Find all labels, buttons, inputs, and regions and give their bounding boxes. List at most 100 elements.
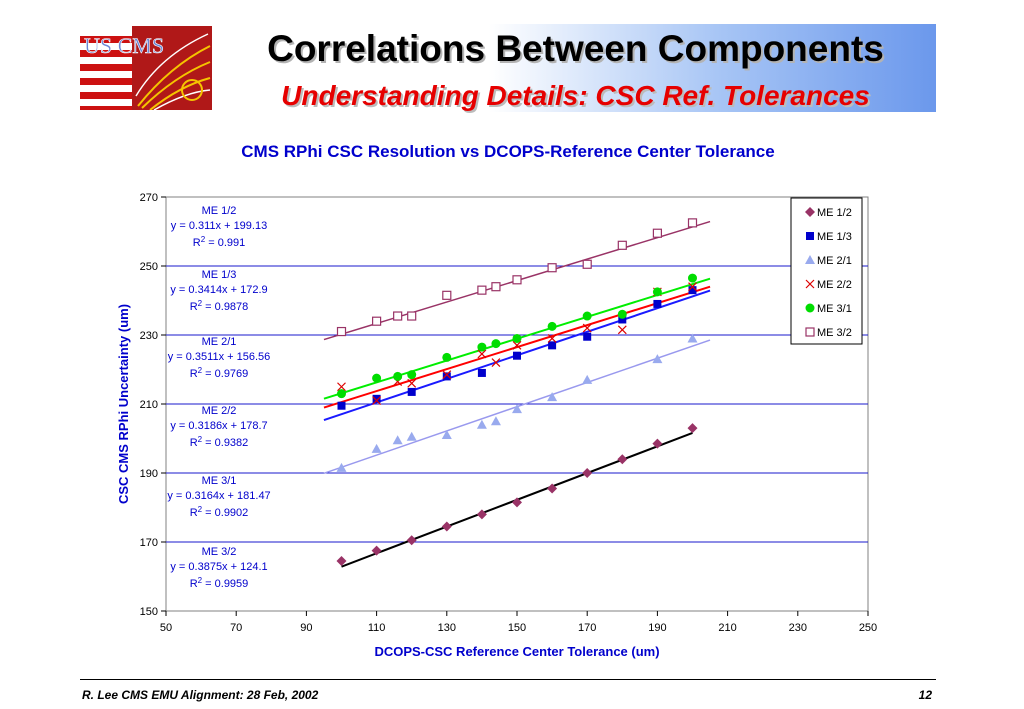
point-me-3-2 [442,290,452,300]
point-me-3-1 [512,333,522,343]
r-squared-value: 0.9382 [215,437,249,449]
point-me-1-2 [476,509,487,520]
point-me-1-2 [652,438,663,449]
point-me-1-3 [583,332,592,341]
legend-label-me-1-2: ME 1/2 [817,207,852,219]
y-tick-label: 250 [140,261,158,273]
point-me-2-1 [547,392,558,402]
point-me-2-2 [512,340,522,350]
legend-marker-me-3-2 [805,327,815,337]
x-tick-label: 150 [508,622,526,634]
point-me-2-2 [688,282,697,292]
y-tick-label: 190 [140,468,158,480]
point-me-3-2 [477,285,487,295]
point-me-1-3 [548,341,557,350]
legend-marker-me-1-3 [806,232,814,240]
point-me-3-1 [652,287,662,297]
point-me-2-2 [337,382,346,392]
chart-title: CMS RPhi CSC Resolution vs DCOPS-Referen… [241,142,774,161]
point-me-3-2 [407,311,417,321]
x-tick-label: 170 [578,622,596,634]
point-me-3-2 [372,316,382,326]
point-me-2-2 [491,358,501,368]
point-me-2-2 [477,349,487,359]
point-me-2-2 [407,378,417,388]
footer-divider [80,679,936,680]
fit-equation: y = 0.3511x + 156.56 [168,351,271,363]
point-me-3-2 [512,275,522,285]
point-me-1-3 [442,372,451,381]
x-tick-label: 50 [160,622,172,634]
y-tick-label: 210 [140,399,158,411]
x-tick-label: 70 [230,622,242,634]
legend-label-me-3-2: ME 3/2 [817,327,852,339]
legend-label-me-1-3: ME 1/3 [817,231,852,243]
title-banner: Correlations Between Components Understa… [215,24,936,112]
footer-text: R. Lee CMS EMU Alignment: 28 Feb, 2002 [82,688,319,702]
y-tick-label: 170 [140,537,158,549]
point-me-2-1 [336,462,347,472]
point-me-1-2 [336,555,347,566]
point-me-3-2 [547,263,557,273]
point-me-3-2 [393,311,403,321]
slide-subtitle: Understanding Details: CSC Ref. Toleranc… [281,80,870,111]
fit-annotations: ME 1/2 y = 0.311x + 199.13 R2 = 0.991 ME 1/… [167,205,270,590]
point-me-2-2 [547,334,557,343]
x-tick-label: 90 [300,622,312,634]
fit-equation: y = 0.3414x + 172.9 [170,284,267,296]
point-me-2-1 [490,416,501,426]
point-me-2-2 [582,323,592,333]
fit-r-squared: R2 = 0.991 [193,235,245,249]
point-me-3-1 [688,273,697,283]
fit-series-label: ME 1/2 [202,205,237,217]
point-me-2-2 [442,370,452,380]
y-tick-label: 270 [140,192,158,204]
x-axis-label: DCOPS-CSC Reference Center Tolerance (um… [374,644,659,659]
x-tick-label: 130 [438,622,456,634]
point-me-2-1 [371,443,382,453]
legend-label-me-3-1: ME 3/1 [817,303,852,315]
r-squared-value: 0.9959 [215,578,249,590]
point-me-2-1 [441,430,452,440]
point-me-3-1 [372,373,382,383]
point-me-2-1 [582,374,593,384]
point-me-1-3 [372,394,381,403]
point-me-3-2 [491,282,501,292]
data-points [336,218,698,566]
point-me-3-1 [477,342,487,352]
axes: 150 170 190 210 230 250 270 50 70 90 110 130 150 170 1… [140,192,878,634]
y-axis-label: CSC CMS RPhi Uncertainty (um) [116,304,131,504]
point-me-3-1 [491,339,501,349]
gridlines [166,265,868,543]
point-me-2-2 [372,396,382,405]
fit-series-label: ME 3/2 [202,546,237,558]
fit-equation: y = 0.3164x + 181.47 [167,490,270,502]
fit-equation: y = 0.3186x + 178.7 [170,420,267,432]
point-me-1-2 [441,521,452,532]
fit-equation: y = 0.3875x + 124.1 [170,561,267,573]
legend: ME 1/2 ME 1/3 ME 2/1 ME 2/2 ME 3/1 ME 3/2 [790,197,863,345]
x-tick-label: 110 [368,622,386,634]
point-me-1-2 [547,483,558,494]
fit-series-label: ME 2/2 [202,405,237,417]
point-me-3-2 [617,240,627,250]
legend-label-me-2-1: ME 2/1 [817,255,852,267]
point-me-2-1 [476,419,487,429]
fit-series-label: ME 2/1 [202,336,237,348]
fit-r-squared: R2 = 0.9382 [190,435,249,449]
point-me-3-2 [582,259,592,269]
fit-r-squared: R2 = 0.9959 [190,576,249,590]
point-me-1-3 [653,299,662,308]
r-squared-value: 0.9878 [215,301,249,313]
point-me-1-3 [618,315,627,324]
fit-r-squared: R2 = 0.9878 [190,299,249,313]
slide-title: Correlations Between Components [267,28,884,69]
us-cms-logo: US CMS [79,25,213,111]
point-me-2-1 [512,404,522,414]
x-tick-label: 210 [718,622,736,634]
point-me-1-3 [688,286,697,295]
y-tick-label: 150 [140,606,158,618]
page-number: 12 [918,688,932,702]
point-me-1-2 [371,545,382,556]
x-tick-label: 190 [648,622,666,634]
